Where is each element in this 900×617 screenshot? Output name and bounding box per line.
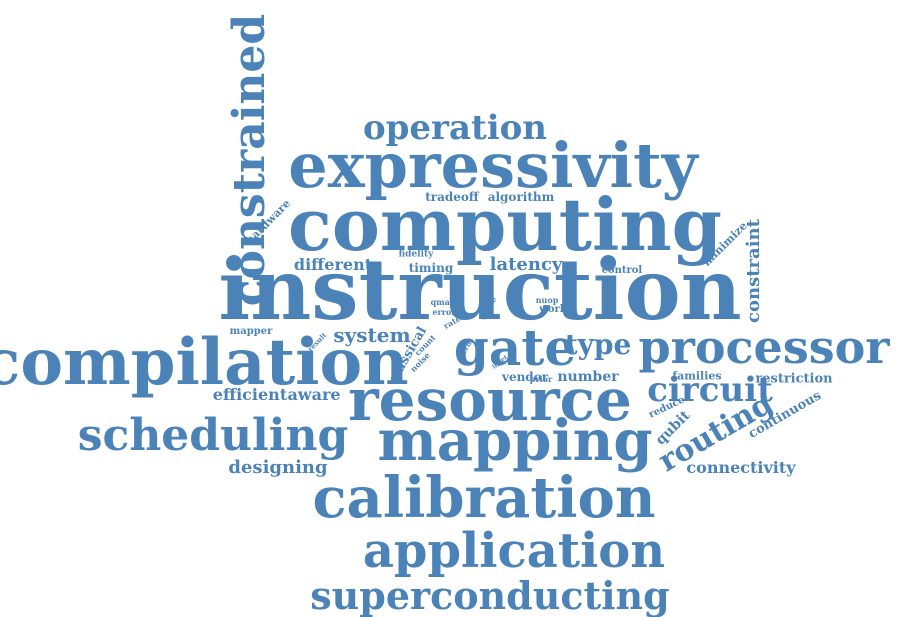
word-constraint: constraint [745, 219, 763, 323]
word-mapper: mapper [230, 327, 273, 337]
word-tradeoff: tradeoff [425, 191, 479, 203]
word-fidelity: fidelity [399, 251, 434, 260]
word-scheduling: scheduling [78, 414, 349, 458]
word-superconducting: superconducting [310, 577, 669, 615]
word-type: type [565, 331, 632, 359]
word-application: application [363, 527, 665, 575]
word-calibration: calibration [312, 470, 655, 526]
word-mapping: mapping [378, 413, 653, 469]
word-gate: gate [454, 323, 576, 373]
word-efficient: efficient [213, 387, 287, 403]
word-control: control [602, 266, 642, 276]
word-timing: timing [409, 262, 453, 274]
word-processor: processor [638, 324, 889, 370]
word-operation: operation [363, 111, 547, 145]
word-nuop: nuop [536, 296, 559, 304]
word-aware: aware [287, 387, 340, 403]
word-work: work [539, 305, 566, 315]
word-prior: prior [530, 375, 552, 383]
word-algorithm: algorithm [488, 191, 555, 203]
word-system: system [333, 325, 410, 345]
word-constrained: constrained [228, 14, 272, 306]
word-designing: designing [228, 459, 327, 477]
word-different: different [294, 257, 372, 273]
word-connectivity: connectivity [686, 460, 795, 476]
word-qmap: qmap [431, 298, 456, 306]
word-families: families [672, 371, 721, 382]
word-latency: latency [490, 256, 563, 274]
word-number: number [557, 370, 618, 384]
word-restriction: restriction [755, 373, 832, 386]
